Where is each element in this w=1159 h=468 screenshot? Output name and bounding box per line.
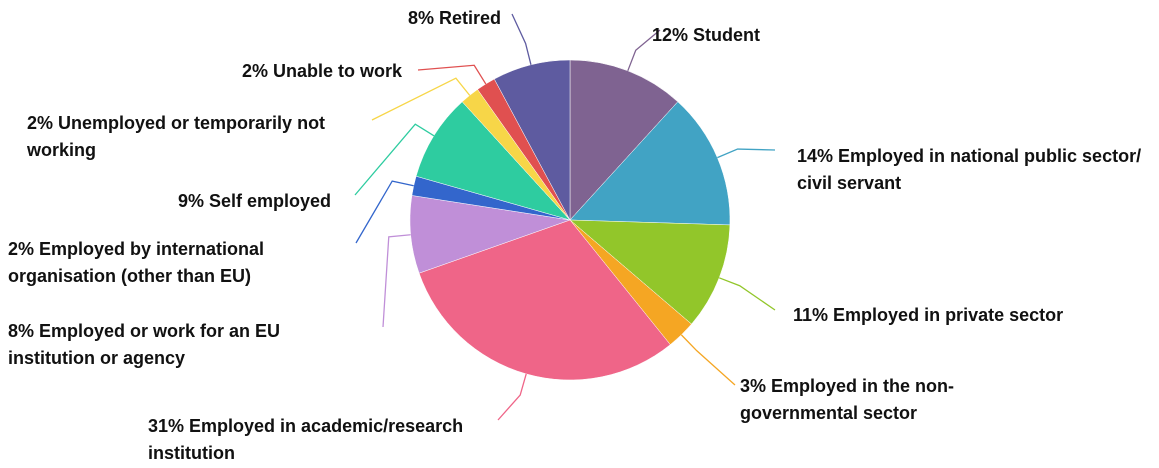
slice-label: 8% Retired	[301, 5, 501, 32]
category-label: Employed by international organisation (…	[8, 239, 265, 286]
category-label: Employed in academic/research institutio…	[148, 416, 464, 463]
value-label: 31%	[148, 416, 185, 436]
slice-label: 8% Employed or work for an EU institution…	[8, 318, 368, 372]
slice-label: 11% Employed in private sector	[793, 302, 1153, 329]
value-label: 12%	[652, 25, 689, 45]
leader-line	[717, 148, 776, 159]
value-label: 3%	[740, 376, 767, 396]
pie-slice	[569, 219, 731, 325]
value-label: 9%	[177, 191, 204, 211]
value-label: 2%	[27, 113, 54, 133]
category-label: Retired	[438, 8, 501, 28]
category-label: Self employed	[208, 191, 331, 211]
leader-line	[355, 180, 414, 244]
value-label: 8%	[8, 321, 35, 341]
leader-line	[417, 64, 487, 85]
slice-label: 2% Unable to work	[82, 58, 402, 85]
slice-label: 2% Employed by international organisation…	[8, 236, 348, 290]
pie-slice	[418, 219, 671, 381]
leader-line	[382, 234, 411, 328]
value-label: 2%	[8, 239, 35, 259]
value-label: 2%	[241, 61, 268, 81]
category-label: Unemployed or temporarily not working	[27, 113, 326, 160]
leader-line	[497, 373, 527, 421]
pie-slice	[569, 59, 679, 221]
category-label: Employed or work for an EU institution o…	[8, 321, 281, 368]
pie-slice	[569, 101, 731, 226]
category-label: Unable to work	[272, 61, 402, 81]
slice-label: 2% Unemployed or temporarily not working	[27, 110, 372, 164]
slice-label: 31% Employed in academic/research institu…	[148, 413, 478, 467]
leader-line	[511, 13, 532, 65]
pie-slice	[415, 101, 571, 221]
value-label: 11%	[793, 305, 829, 325]
slice-label: 3% Employed in the non-governmental secto…	[740, 373, 1010, 427]
slice-label: 9% Self employed	[31, 188, 331, 215]
value-label: 8%	[407, 8, 434, 28]
leader-line	[371, 77, 471, 121]
value-label: 14%	[797, 146, 834, 166]
leader-line	[680, 334, 736, 386]
category-label: Employed in national public sector/ civi…	[797, 146, 1142, 193]
slice-label: 12% Student	[652, 22, 952, 49]
category-label: Employed in private sector	[833, 305, 1064, 325]
slice-label: 14% Employed in national public sector/ c…	[797, 143, 1157, 197]
leader-line	[718, 277, 776, 311]
category-label: Student	[693, 25, 761, 45]
leader-line	[354, 123, 435, 196]
leader-line	[627, 29, 661, 72]
category-label: Employed in the non-governmental sector	[740, 376, 955, 423]
